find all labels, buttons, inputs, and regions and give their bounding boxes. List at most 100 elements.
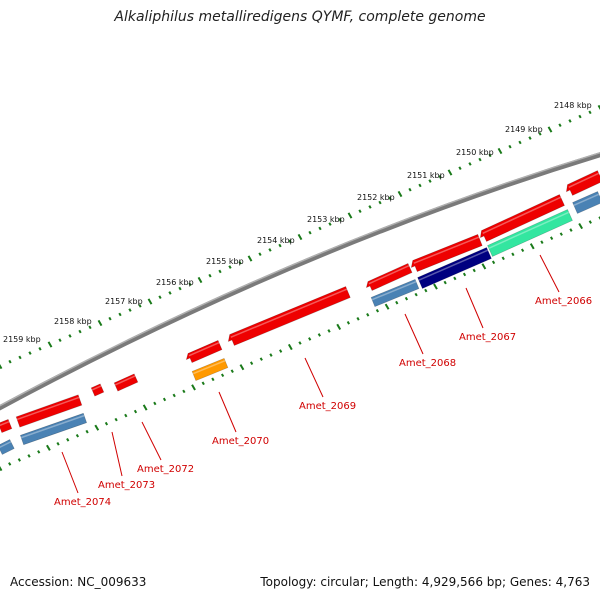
leader-line bbox=[304, 357, 324, 398]
inner-tick bbox=[269, 353, 273, 357]
gene-feature-shine bbox=[188, 342, 220, 357]
outer-tick bbox=[418, 183, 422, 188]
inner-tick bbox=[191, 384, 196, 391]
outer-tick bbox=[88, 325, 92, 330]
leader-line bbox=[111, 431, 123, 477]
inner-tick bbox=[501, 256, 505, 261]
accession-label: Accession: NC_009633 bbox=[10, 575, 147, 589]
inner-tick bbox=[75, 433, 80, 438]
inner-tick bbox=[472, 268, 476, 273]
inner-tick bbox=[462, 272, 467, 277]
outer-tick bbox=[218, 269, 222, 274]
inner-tick bbox=[259, 357, 263, 361]
inner-tick bbox=[66, 437, 70, 442]
gene-feature bbox=[90, 383, 105, 397]
gene-feature bbox=[487, 209, 573, 257]
inner-tick bbox=[395, 300, 399, 305]
outer-tick bbox=[8, 359, 12, 364]
inner-tick bbox=[182, 389, 186, 394]
outer-tick bbox=[278, 243, 282, 248]
inner-tick bbox=[133, 409, 138, 414]
outer-tick bbox=[18, 355, 22, 360]
gene-label: Amet_2068 bbox=[399, 358, 456, 369]
outer-tick bbox=[78, 329, 82, 334]
inner-tick bbox=[287, 343, 293, 351]
inner-tick bbox=[239, 364, 245, 371]
outer-tick bbox=[358, 209, 362, 213]
gene-feature bbox=[410, 234, 483, 272]
inner-tick bbox=[511, 252, 515, 257]
outer-tick bbox=[428, 179, 432, 183]
genome-backbone-highlight bbox=[0, 151, 600, 407]
scale-label: 2152 kbp bbox=[357, 193, 395, 202]
scale-label: 2153 kbp bbox=[307, 215, 345, 224]
scale-label: 2149 kbp bbox=[505, 125, 543, 134]
outer-tick bbox=[38, 347, 42, 351]
gene-feature bbox=[0, 418, 13, 434]
inner-tick bbox=[85, 429, 89, 434]
inner-tick bbox=[0, 464, 3, 472]
outer-tick bbox=[597, 104, 600, 112]
inner-tick bbox=[124, 413, 128, 418]
outer-tick bbox=[308, 230, 312, 235]
outer-tick bbox=[478, 157, 482, 162]
gene-labels: Amet_2066 Amet_2067 Amet_2068 Amet_2069 Amet… bbox=[54, 254, 592, 508]
outer-tick bbox=[588, 110, 592, 115]
gene-feature-shine bbox=[16, 396, 80, 421]
inner-tick bbox=[46, 444, 51, 451]
outer-tick bbox=[447, 169, 453, 176]
inner-tick bbox=[279, 349, 283, 353]
gene-label: Amet_2070 bbox=[212, 436, 269, 447]
gene-feature bbox=[19, 412, 88, 446]
inner-tick bbox=[346, 321, 351, 325]
scale-label: 2156 kbp bbox=[156, 278, 194, 287]
outer-tick bbox=[58, 338, 62, 342]
inner-tick bbox=[201, 381, 205, 386]
outer-tick bbox=[547, 126, 553, 133]
inner-tick bbox=[578, 222, 584, 230]
inner-tick bbox=[520, 248, 525, 253]
inner-tick bbox=[153, 401, 157, 406]
inner-tick bbox=[27, 454, 31, 458]
scale-label: 2150 kbp bbox=[456, 148, 494, 157]
outer-tick bbox=[378, 200, 382, 205]
outer-tick bbox=[208, 273, 212, 278]
leader-line bbox=[61, 451, 79, 494]
inner-tick bbox=[249, 361, 254, 365]
inner-tick bbox=[114, 417, 118, 422]
outer-tick bbox=[368, 205, 372, 209]
outer-tick bbox=[578, 114, 582, 119]
gene-feature bbox=[565, 170, 600, 196]
outer-tick bbox=[458, 166, 462, 170]
inner-tick bbox=[453, 276, 457, 281]
outer-tick bbox=[47, 341, 53, 348]
outer-tick bbox=[388, 196, 392, 201]
scale-label: 2158 kbp bbox=[54, 317, 92, 326]
outer-tick bbox=[138, 304, 142, 308]
outer-tick bbox=[318, 226, 322, 231]
outer-tick bbox=[118, 312, 122, 317]
outer-tick bbox=[558, 123, 562, 127]
outer-tick bbox=[228, 265, 232, 269]
outer-tick bbox=[28, 351, 32, 355]
gene-feature bbox=[0, 439, 15, 455]
outer-tick bbox=[408, 187, 412, 192]
outer-tick bbox=[468, 162, 472, 166]
outer-tick bbox=[268, 248, 272, 252]
outer-tick bbox=[538, 132, 542, 136]
outer-tick bbox=[197, 276, 203, 284]
gene-feature-shine bbox=[0, 441, 12, 449]
outer-tick bbox=[0, 362, 3, 370]
gene-feature-shine bbox=[482, 196, 562, 234]
leader-line bbox=[539, 254, 560, 293]
outer-tick bbox=[488, 153, 492, 158]
gene-feature bbox=[113, 373, 139, 392]
gene-feature-shine bbox=[413, 236, 480, 264]
leader-line bbox=[141, 421, 162, 461]
inner-tick bbox=[569, 228, 573, 232]
gene-feature bbox=[365, 263, 413, 291]
outer-tick bbox=[508, 144, 512, 149]
gene-feature-shine bbox=[573, 193, 600, 206]
inner-tick bbox=[356, 317, 360, 321]
inner-tick bbox=[559, 232, 563, 236]
